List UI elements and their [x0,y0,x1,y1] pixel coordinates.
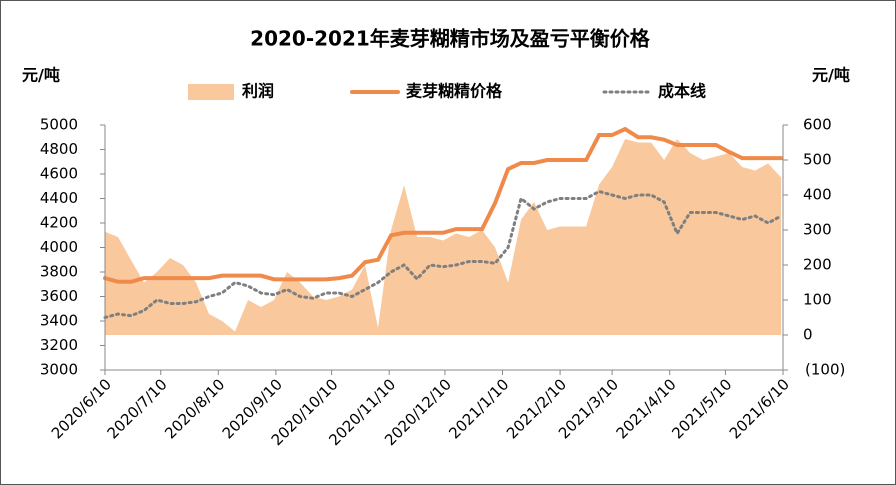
y-tick-label: 4600 [40,165,78,183]
profit-area [105,139,782,335]
x-tick-label: 2021/1/10 [445,375,512,442]
y-tick-label: 4000 [40,238,78,256]
y-tick-label: 4800 [40,140,78,158]
y-tick-label: 4400 [40,189,78,207]
y-axis-label: 元/吨 [22,66,60,85]
legend-label: 麦芽糊精价格 [406,82,503,101]
y2-tick-label: 400 [803,186,832,204]
y2-tick-label: 500 [803,151,832,169]
y-tick-label: 3600 [40,287,78,305]
cost-line [103,189,783,319]
legend-label: 利润 [242,82,274,101]
y2-tick-label: (100) [805,361,845,379]
y-tick-label: 4200 [40,214,78,232]
y-tick-label: 3200 [40,336,78,354]
x-tick-label: 2021/5/10 [668,375,735,442]
y2-tick-label: 600 [803,116,832,134]
y2-axis-label: 元/吨 [812,66,850,85]
price-line [103,126,784,284]
y-tick-label: 3000 [40,361,78,379]
legend-swatch [188,84,234,100]
y2-tick-label: 200 [803,256,832,274]
x-tick-label: 2021/6/10 [726,375,793,442]
x-tick-label: 2020/7/10 [104,375,171,442]
legend-label: 成本线 [658,82,706,101]
y-tick-label: 5000 [40,116,78,134]
x-tick-label: 2020/8/10 [161,375,228,442]
y2-tick-label: 0 [803,326,813,344]
chart-title: 2020-2021年麦芽糊精市场及盈亏平衡价格 [250,27,651,51]
y2-tick-label: 100 [803,291,832,309]
y2-tick-label: 300 [803,221,832,239]
y-tick-label: 3400 [40,312,78,330]
y-tick-label: 3800 [40,263,78,281]
